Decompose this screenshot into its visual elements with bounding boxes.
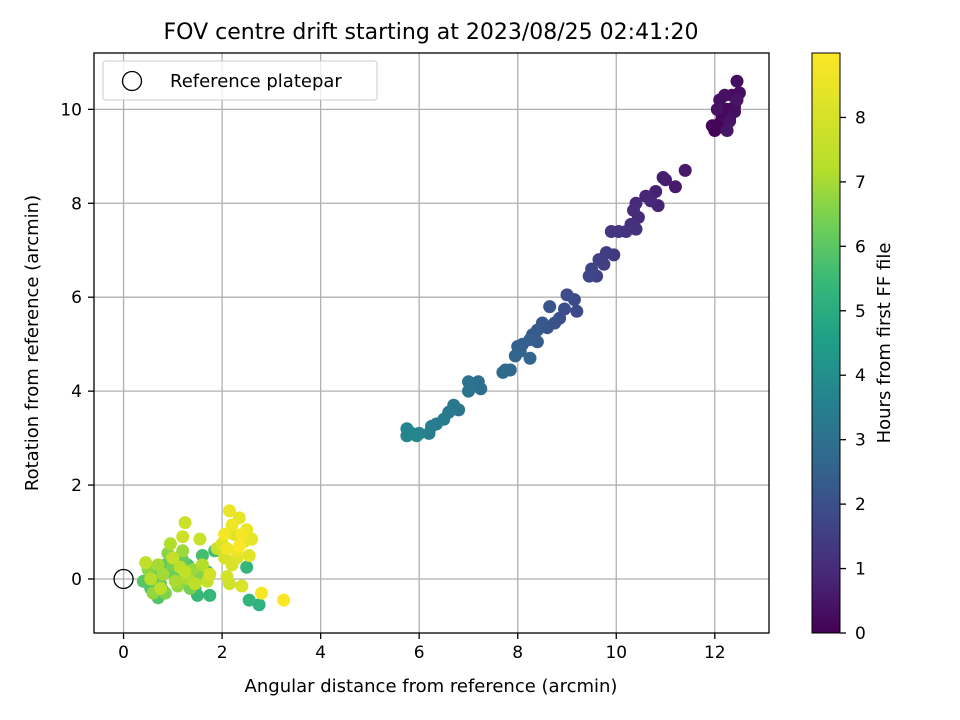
scatter-point <box>176 544 190 558</box>
scatter-point <box>242 549 256 562</box>
scatter-point <box>220 570 234 584</box>
y-tick-label: 8 <box>71 194 82 214</box>
scatter-point <box>678 163 692 177</box>
scatter-point <box>188 577 202 591</box>
scatter-point <box>462 384 475 398</box>
colorbar-tick-label: 6 <box>855 237 866 257</box>
scatter-point <box>730 74 744 88</box>
x-tick-label: 6 <box>414 643 425 663</box>
data-points <box>136 74 746 612</box>
colorbar-tick-label: 1 <box>855 560 866 580</box>
plot-area <box>94 53 769 633</box>
y-tick-label: 4 <box>71 382 82 402</box>
scatter-point <box>277 593 291 607</box>
plot-frame <box>93 52 770 634</box>
legend-box <box>102 60 378 101</box>
scatter-point <box>242 593 256 607</box>
scatter-point <box>223 504 236 518</box>
scatter-point <box>151 558 165 572</box>
scatter-point <box>176 530 190 544</box>
scatter-point <box>604 225 618 238</box>
scatter-point <box>730 93 744 107</box>
x-axis-ticks: 0 2 4 6 8 10 12 <box>118 633 726 663</box>
x-tick-label: 12 <box>704 643 726 663</box>
scatter-point <box>422 426 436 440</box>
scatter-point <box>523 351 537 365</box>
scatter-point <box>225 518 239 532</box>
scatter-point <box>144 572 158 586</box>
scatter-point <box>543 300 557 314</box>
scatter-point <box>462 375 475 389</box>
chart-title: FOV centre drift starting at 2023/08/25 … <box>164 20 699 45</box>
x-tick-label: 0 <box>118 643 129 663</box>
y-tick-label: 10 <box>60 100 82 120</box>
x-tick-label: 8 <box>512 643 523 663</box>
scatter-point <box>720 124 734 137</box>
scatter-point <box>232 539 246 553</box>
scatter-point <box>252 598 266 612</box>
scatter-point <box>168 574 182 588</box>
scatter-point <box>705 119 719 133</box>
scatter-point <box>195 549 209 562</box>
y-tick-label: 0 <box>71 570 82 590</box>
colorbar-tick-label: 0 <box>855 624 866 644</box>
x-axis-label: Angular distance from reference (arcmin) <box>245 676 618 697</box>
colorbar-tick-label: 7 <box>855 173 866 193</box>
scatter-point <box>508 349 522 363</box>
scatter-point <box>400 429 414 443</box>
y-axis-label: Rotation from reference (arcmin) <box>22 195 43 491</box>
x-tick-label: 2 <box>217 643 228 663</box>
scatter-point <box>178 565 192 579</box>
scatter-point <box>582 269 596 283</box>
y-tick-label: 2 <box>71 476 82 496</box>
scatter-point <box>154 581 167 595</box>
scatter-point <box>718 88 732 102</box>
y-axis-ticks: 0 2 4 6 8 10 <box>60 100 94 590</box>
reference-platepar-marker <box>113 568 134 590</box>
colorbar-tick-label: 3 <box>855 431 866 451</box>
scatter-point <box>166 551 180 565</box>
colorbar-label: Hours from first FF file <box>874 243 895 444</box>
legend-marker-icon <box>121 70 143 92</box>
scatter-point <box>570 304 584 318</box>
scatter-point <box>668 180 682 194</box>
colorbar-gradient <box>811 52 841 634</box>
scatter-point <box>410 429 424 443</box>
scatter-point <box>560 288 574 302</box>
scatter-point <box>255 586 268 600</box>
scatter-point <box>644 194 658 208</box>
colorbar: 0 1 2 3 4 5 6 7 8 Hours from first FF file <box>811 52 895 644</box>
scatter-point <box>220 542 234 555</box>
colorbar-tick-label: 8 <box>855 108 866 128</box>
scatter-point <box>627 203 640 217</box>
x-tick-label: 4 <box>315 643 326 663</box>
x-tick-label: 10 <box>605 643 627 663</box>
scatter-point <box>218 527 232 541</box>
scatter-point <box>235 579 249 593</box>
scatter-point <box>235 527 249 541</box>
scatter-point <box>240 560 254 574</box>
legend: Reference platepar <box>102 60 378 101</box>
scatter-point <box>710 102 724 116</box>
colorbar-tick-label: 4 <box>855 366 866 386</box>
colorbar-ticks: 0 1 2 3 4 5 6 7 8 <box>840 108 866 644</box>
scatter-point <box>496 365 510 379</box>
scatter-point <box>203 567 217 581</box>
y-tick-label: 6 <box>71 288 82 308</box>
colorbar-tick-label: 5 <box>855 302 866 322</box>
scatter-point <box>203 588 217 602</box>
colorbar-tick-label: 2 <box>855 495 866 515</box>
scatter-point <box>629 222 643 236</box>
scatter-point <box>178 516 192 530</box>
scatter-point <box>193 532 207 546</box>
scatter-point <box>163 537 177 551</box>
legend-entry-label: Reference platepar <box>170 71 342 92</box>
scatter-point <box>195 558 209 572</box>
scatter-point <box>139 556 153 570</box>
scatter-point <box>656 171 670 184</box>
scatter-point <box>592 253 606 267</box>
